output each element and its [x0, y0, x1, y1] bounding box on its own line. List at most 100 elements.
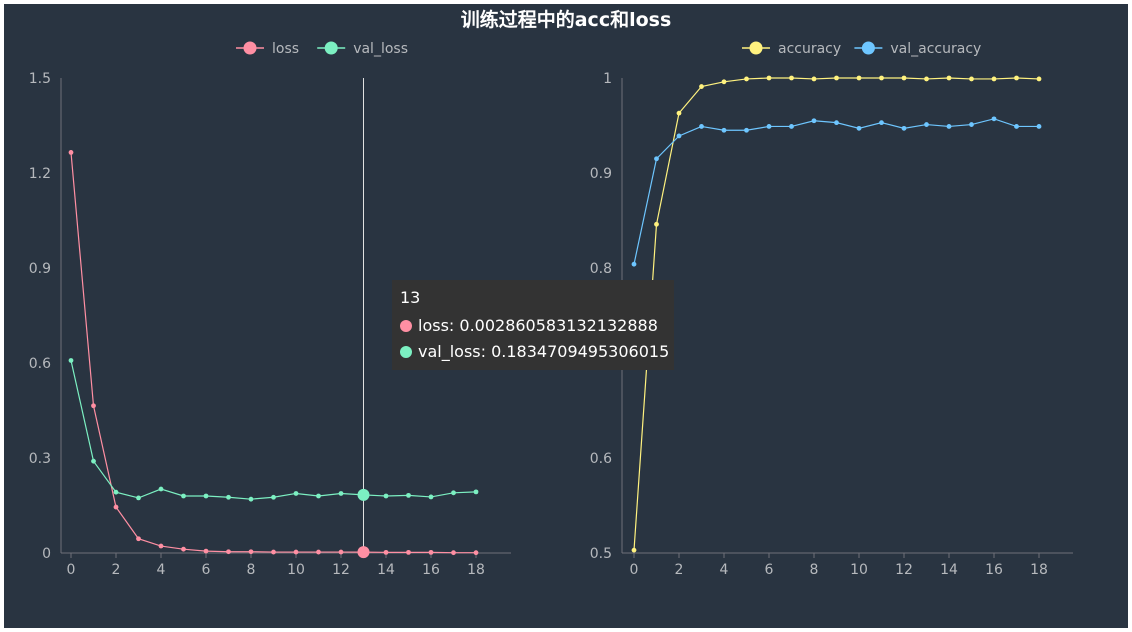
data-point-val-loss[interactable] — [248, 496, 254, 502]
x-tick-label: 6 — [765, 562, 774, 578]
data-point-accuracy[interactable] — [946, 75, 952, 81]
data-point-loss[interactable] — [406, 549, 411, 555]
legend-label-val-accuracy[interactable]: val_accuracy — [890, 41, 981, 57]
data-point-accuracy[interactable] — [676, 110, 682, 116]
data-point-val-accuracy[interactable] — [946, 124, 952, 129]
x-tick-label: 12 — [332, 562, 350, 578]
data-point-val-loss[interactable] — [338, 491, 344, 496]
data-point-val-loss[interactable] — [158, 486, 164, 492]
data-point-loss[interactable] — [316, 549, 321, 555]
series-line-accuracy — [633, 77, 1040, 551]
data-point-val-accuracy[interactable] — [766, 124, 772, 129]
legend-marker-val-loss[interactable] — [324, 41, 338, 55]
x-tick-label: 12 — [895, 562, 913, 578]
data-point-accuracy[interactable] — [766, 75, 772, 81]
data-point-accuracy[interactable] — [1014, 75, 1019, 81]
x-tick-label: 18 — [1030, 562, 1048, 578]
data-point-val-loss[interactable] — [113, 489, 119, 495]
data-point-loss[interactable] — [68, 150, 74, 155]
data-point-accuracy[interactable] — [699, 84, 704, 89]
legend-marker-val-accuracy[interactable] — [861, 41, 875, 55]
data-point-loss[interactable] — [357, 546, 370, 559]
data-point-accuracy[interactable] — [991, 76, 997, 82]
data-point-val-accuracy[interactable] — [699, 124, 704, 129]
data-point-val-loss[interactable] — [136, 495, 141, 501]
data-point-val-accuracy[interactable] — [924, 122, 929, 127]
data-point-val-loss[interactable] — [203, 493, 209, 499]
data-point-loss[interactable] — [136, 536, 141, 542]
data-point-accuracy[interactable] — [1036, 76, 1042, 82]
data-point-accuracy[interactable] — [969, 76, 974, 82]
data-point-loss[interactable] — [271, 549, 276, 555]
legend-left: loss val_loss — [236, 41, 408, 57]
data-point-val-loss[interactable] — [68, 358, 74, 363]
data-point-loss[interactable] — [248, 549, 254, 555]
x-tick-label: 16 — [985, 562, 1003, 578]
data-point-val-accuracy[interactable] — [789, 124, 794, 129]
x-tick-label: 16 — [422, 562, 440, 578]
data-point-accuracy[interactable] — [811, 76, 817, 82]
data-point-loss[interactable] — [428, 549, 434, 555]
tooltip-row-val-loss: val_loss: 0.1834709495306015 — [400, 342, 669, 361]
data-point-loss[interactable] — [338, 549, 344, 555]
data-point-val-accuracy[interactable] — [969, 122, 974, 127]
data-point-loss[interactable] — [91, 403, 96, 409]
data-point-loss[interactable] — [473, 550, 479, 556]
data-point-val-accuracy[interactable] — [856, 125, 862, 131]
data-point-val-accuracy[interactable] — [721, 127, 727, 133]
legend-label-accuracy[interactable]: accuracy — [778, 41, 841, 57]
data-point-loss[interactable] — [203, 548, 209, 554]
data-point-val-accuracy[interactable] — [631, 261, 637, 267]
data-point-val-accuracy[interactable] — [811, 118, 817, 124]
data-point-val-accuracy[interactable] — [991, 116, 997, 122]
data-point-accuracy[interactable] — [901, 75, 907, 81]
data-point-val-accuracy[interactable] — [654, 156, 659, 162]
data-point-val-loss[interactable] — [181, 493, 186, 499]
data-point-loss[interactable] — [451, 550, 456, 556]
data-point-val-loss[interactable] — [316, 493, 321, 499]
data-point-val-loss[interactable] — [293, 491, 299, 496]
data-point-val-accuracy[interactable] — [1014, 124, 1019, 129]
legend-label-loss[interactable]: loss — [272, 41, 299, 57]
data-point-loss[interactable] — [158, 543, 164, 549]
data-point-val-loss[interactable] — [91, 458, 96, 464]
data-point-loss[interactable] — [113, 504, 119, 510]
data-point-val-loss[interactable] — [428, 494, 434, 500]
data-point-accuracy[interactable] — [924, 76, 929, 82]
data-point-accuracy[interactable] — [721, 79, 727, 85]
right-plot[interactable] — [631, 75, 1042, 553]
data-point-val-loss[interactable] — [357, 488, 370, 501]
data-point-accuracy[interactable] — [631, 547, 637, 553]
data-point-val-loss[interactable] — [451, 490, 456, 496]
data-point-val-loss[interactable] — [226, 494, 231, 500]
data-point-loss[interactable] — [383, 549, 389, 555]
data-point-val-loss[interactable] — [271, 494, 276, 500]
data-point-accuracy[interactable] — [744, 76, 749, 82]
tooltip-text-val-loss: val_loss: 0.1834709495306015 — [418, 342, 670, 361]
legend-marker-accuracy[interactable] — [749, 41, 763, 55]
tooltip-row-loss: loss: 0.002860583132132888 — [400, 316, 658, 335]
data-point-val-accuracy[interactable] — [834, 120, 839, 126]
data-point-loss[interactable] — [181, 546, 186, 552]
left-plot[interactable] — [68, 150, 479, 559]
legend-label-val-loss[interactable]: val_loss — [353, 41, 408, 57]
data-point-accuracy[interactable] — [789, 75, 794, 81]
data-point-val-accuracy[interactable] — [1036, 124, 1042, 129]
data-point-val-loss[interactable] — [406, 492, 411, 498]
data-point-loss[interactable] — [293, 549, 299, 555]
data-point-val-accuracy[interactable] — [901, 125, 907, 131]
data-point-val-loss[interactable] — [473, 489, 479, 495]
tooltip-dot-loss — [400, 320, 412, 332]
data-point-accuracy[interactable] — [834, 75, 839, 81]
data-point-loss[interactable] — [226, 549, 231, 555]
data-point-accuracy[interactable] — [654, 221, 659, 227]
x-tick-label: 10 — [287, 562, 305, 578]
legend-marker-loss[interactable] — [243, 41, 257, 55]
data-point-val-loss[interactable] — [383, 493, 389, 499]
data-point-val-accuracy[interactable] — [879, 120, 884, 126]
data-point-accuracy[interactable] — [856, 75, 862, 81]
data-point-val-accuracy[interactable] — [744, 127, 749, 133]
data-point-accuracy[interactable] — [879, 75, 884, 81]
data-point-val-accuracy[interactable] — [676, 133, 682, 139]
